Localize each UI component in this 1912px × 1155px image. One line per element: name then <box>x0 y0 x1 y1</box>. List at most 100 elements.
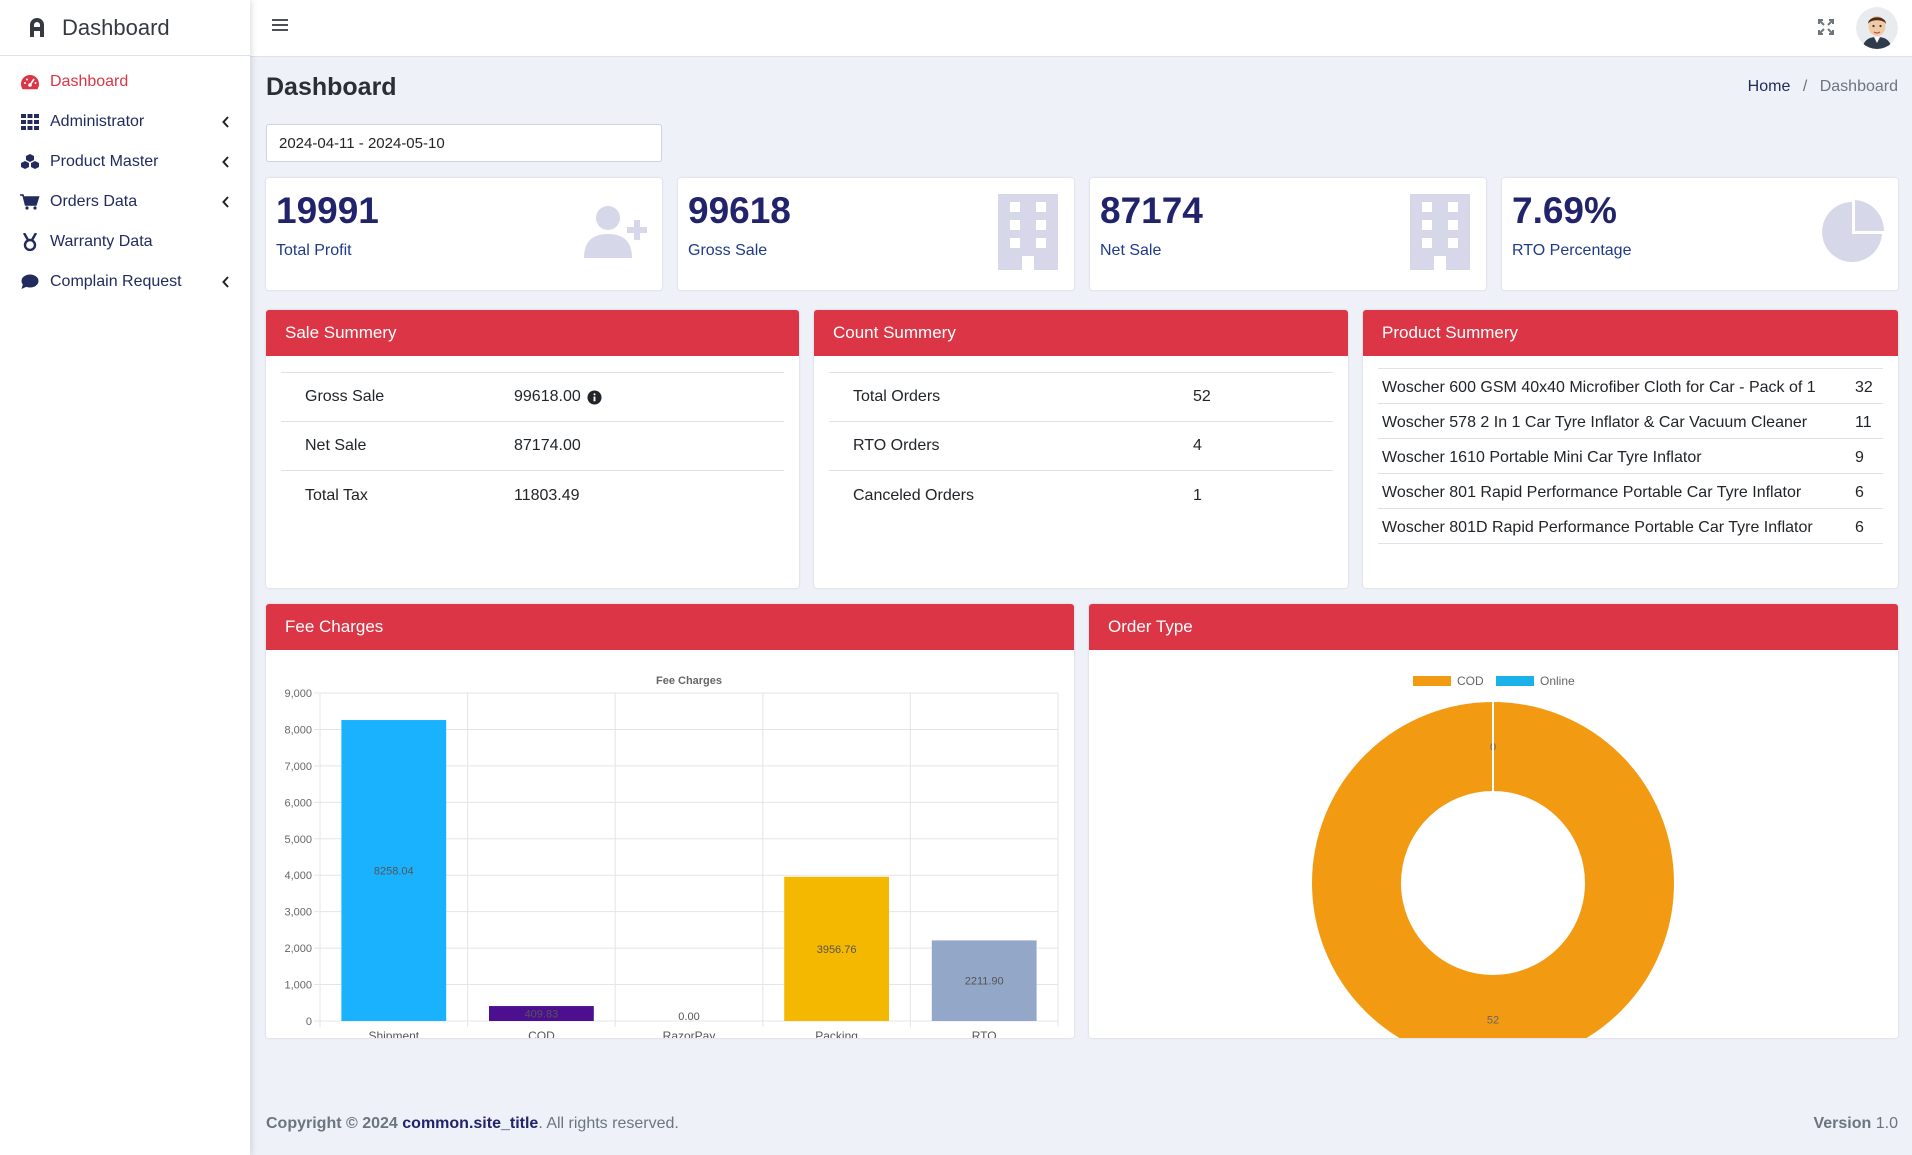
y-tick-label: 7,000 <box>284 761 312 773</box>
bar <box>489 1006 594 1021</box>
sale-summary-table: Gross Sale 99618.00 Net Sale 87174.00 To… <box>281 372 784 520</box>
row-value: 99618.00 <box>514 388 581 405</box>
x-tick-label: Packing <box>815 1029 858 1038</box>
x-tick-label: COD <box>528 1029 555 1038</box>
sidebar-nav: Dashboard Administrator Product Master O… <box>0 56 250 302</box>
card-title: Fee Charges <box>266 604 1074 650</box>
stat-card-net-sale: 87174 Net Sale <box>1090 178 1486 290</box>
sidebar-item-label: Warranty Data <box>50 233 153 250</box>
sidebar-item-label: Dashboard <box>50 73 129 90</box>
chart-title: Fee Charges <box>656 675 722 687</box>
sidebar-item-complain-request[interactable]: Complain Request <box>0 262 250 302</box>
legend-label: Online <box>1540 674 1575 688</box>
footer-rights: . All rights reserved. <box>538 1115 679 1132</box>
table-row: Net Sale 87174.00 <box>281 422 784 471</box>
sidebar-item-warranty-data[interactable]: Warranty Data <box>0 222 250 262</box>
bar <box>341 720 447 1021</box>
product-name: Woscher 1610 Portable Mini Car Tyre Infl… <box>1382 449 1702 466</box>
sale-summary-card: Sale Summery Gross Sale 99618.00 Net Sal… <box>266 310 799 588</box>
y-tick-label: 3,000 <box>284 907 312 919</box>
sidebar-item-product-master[interactable]: Product Master <box>0 142 250 182</box>
info-icon[interactable] <box>587 389 602 405</box>
bar-value-label: 0.00 <box>678 1011 699 1023</box>
stat-card-total-profit: 19991 Total Profit <box>266 178 662 290</box>
date-range-input[interactable] <box>266 124 662 162</box>
product-summary-table: Woscher 600 GSM 40x40 Microfiber Cloth f… <box>1378 368 1883 544</box>
pie-chart-icon <box>1820 200 1885 269</box>
y-tick-label: 4,000 <box>284 870 312 882</box>
version-label: Version <box>1813 1115 1872 1132</box>
table-row: Total Tax 11803.49 <box>281 471 784 520</box>
building-icon <box>1408 194 1472 275</box>
chevron-left-icon <box>220 276 232 288</box>
stat-value: 99618 <box>688 190 791 231</box>
stat-value: 87174 <box>1100 190 1203 231</box>
row-label: Total Orders <box>853 388 941 405</box>
version-number: 1.0 <box>1875 1115 1898 1132</box>
table-row: Canceled Orders 1 <box>829 471 1333 520</box>
product-count: 6 <box>1855 519 1864 536</box>
x-tick-label: RTO <box>972 1029 997 1038</box>
breadcrumb-current: Dashboard <box>1819 78 1898 95</box>
row-label: Net Sale <box>305 437 367 454</box>
slice-value-label: 52 <box>1487 1015 1499 1027</box>
legend-label: COD <box>1457 674 1484 688</box>
hamburger-menu-icon[interactable] <box>272 18 290 38</box>
sidebar-item-label: Complain Request <box>50 273 182 290</box>
table-row: Woscher 801 Rapid Performance Portable C… <box>1378 474 1883 509</box>
medal-icon <box>20 232 40 252</box>
sidebar-item-administrator[interactable]: Administrator <box>0 102 250 142</box>
stat-label: Gross Sale <box>688 242 768 259</box>
card-title: Product Summery <box>1363 310 1898 356</box>
card-title: Count Summery <box>814 310 1348 356</box>
stat-label: Net Sale <box>1100 242 1162 259</box>
product-name: Woscher 801 Rapid Performance Portable C… <box>1382 484 1802 501</box>
row-value: 1 <box>1193 486 1202 504</box>
y-tick-label: 9,000 <box>284 688 312 700</box>
order-type-chart: CODOnline520 <box>1312 674 1674 1038</box>
breadcrumb: Home / Dashboard <box>1748 78 1898 96</box>
breadcrumb-home-link[interactable]: Home <box>1747 78 1791 95</box>
user-avatar[interactable] <box>1856 7 1898 49</box>
card-title: Sale Summery <box>266 310 799 356</box>
table-row: Woscher 801D Rapid Performance Portable … <box>1378 509 1883 544</box>
product-count: 9 <box>1855 449 1864 466</box>
bar <box>931 940 1037 1021</box>
cubes-icon <box>20 152 40 172</box>
page-title: Dashboard <box>266 73 397 101</box>
table-row: Gross Sale 99618.00 <box>281 373 784 422</box>
stat-value: 19991 <box>276 190 379 231</box>
footer-site-link[interactable]: common.site_title <box>402 1115 539 1132</box>
grid-icon <box>20 112 40 132</box>
brand[interactable]: Dashboard <box>0 0 250 56</box>
stat-card-rto-percentage: 7.69% RTO Percentage <box>1502 178 1898 290</box>
product-name: Woscher 600 GSM 40x40 Microfiber Cloth f… <box>1382 379 1816 396</box>
sidebar-item-orders-data[interactable]: Orders Data <box>0 182 250 222</box>
order-type-card: Order Type CODOnline520 <box>1089 604 1898 1038</box>
bar-value-label: 2211.90 <box>965 976 1004 988</box>
row-value: 87174.00 <box>514 437 581 454</box>
sidebar-item-label: Orders Data <box>50 193 138 210</box>
chevron-left-icon <box>220 156 232 168</box>
breadcrumb-separator: / <box>1802 78 1808 95</box>
stat-label: Total Profit <box>276 242 352 259</box>
fee-charges-chart: Fee Charges 0 1,000 2,000 3,000 4,000 5,000 6,0… <box>284 675 1059 1038</box>
user-plus-icon <box>584 204 648 265</box>
bar-value-label: 3956.76 <box>817 944 857 956</box>
comment-icon <box>20 272 40 292</box>
x-tick-label: RazorPay <box>663 1029 716 1038</box>
y-tick-label: 1,000 <box>284 980 312 992</box>
row-label: Total Tax <box>305 486 368 504</box>
product-count: 32 <box>1855 379 1873 396</box>
count-summary-table: Total Orders 52 RTO Orders 4 Canceled Or… <box>829 372 1333 520</box>
row-value: 11803.49 <box>514 486 580 504</box>
fullscreen-icon[interactable] <box>1818 19 1836 37</box>
footer: Copyright © 2024 common.site_title. All … <box>266 1115 1898 1133</box>
product-count: 6 <box>1855 484 1864 501</box>
table-row: Woscher 578 2 In 1 Car Tyre Inflator & C… <box>1378 404 1883 439</box>
card-title: Order Type <box>1089 604 1898 650</box>
topbar <box>250 0 1912 57</box>
legend-swatch <box>1413 676 1451 686</box>
row-label: RTO Orders <box>853 437 940 454</box>
sidebar-item-dashboard[interactable]: Dashboard <box>0 62 250 102</box>
